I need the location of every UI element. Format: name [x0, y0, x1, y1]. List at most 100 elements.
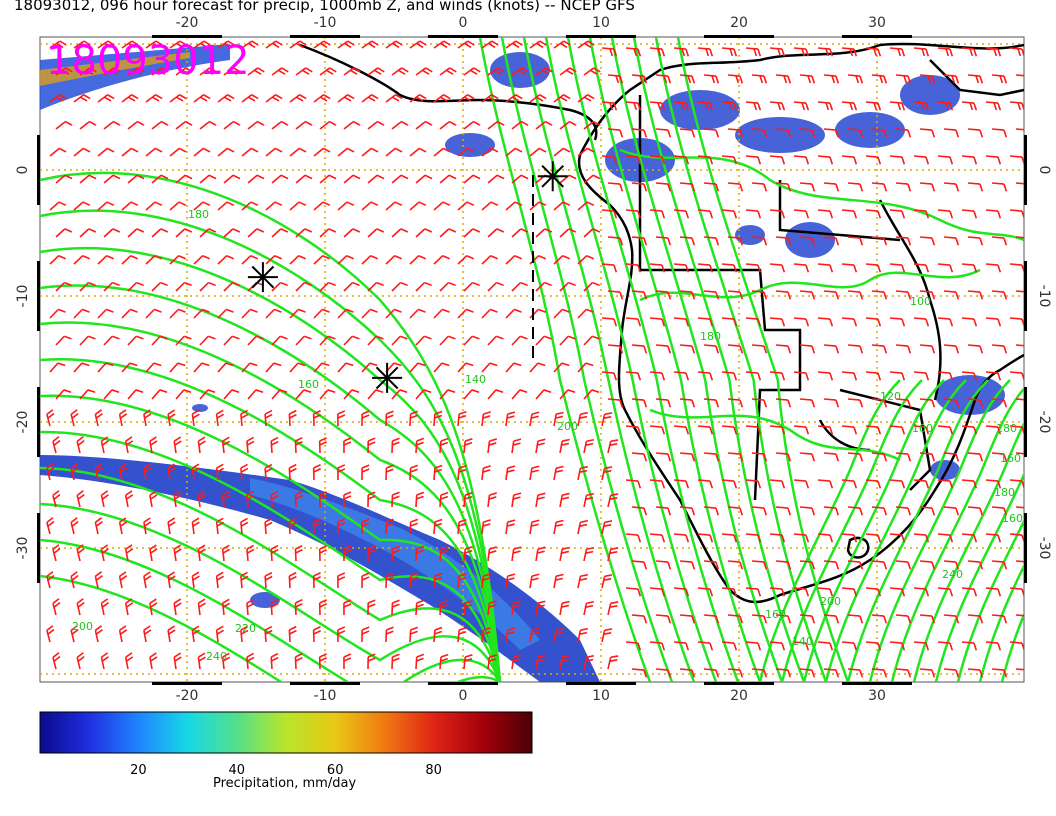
- wind-barb: [288, 463, 297, 481]
- wind-barb: [1009, 587, 1024, 597]
- wind-barb: [100, 436, 109, 454]
- lon-tick-label-bottom: -20: [176, 688, 199, 704]
- wind-barb: [649, 425, 666, 435]
- wind-barb: [511, 389, 528, 400]
- axis-tick-bar: [566, 682, 636, 685]
- wind-barb: [535, 120, 553, 130]
- wind-barb: [865, 155, 882, 165]
- wind-barb: [361, 464, 370, 481]
- wind-barb: [889, 101, 906, 111]
- wind-barb: [295, 174, 313, 184]
- wind-barb: [343, 437, 352, 454]
- wind-barb: [240, 571, 249, 589]
- wind-barb: [847, 182, 864, 192]
- wind-barb: [169, 254, 187, 265]
- wind-barb: [649, 479, 666, 489]
- wind-barb: [601, 101, 618, 111]
- wind-barb: [583, 228, 601, 238]
- axis-tick-bar: [428, 682, 498, 685]
- wind-barb: [889, 371, 906, 381]
- wind-barb: [169, 40, 187, 49]
- wind-barb: [127, 228, 145, 238]
- wind-barb: [199, 120, 217, 130]
- wind-barb: [343, 67, 361, 76]
- wind-barb: [679, 560, 696, 570]
- wind-barb: [967, 398, 984, 408]
- wind-barb: [751, 614, 768, 624]
- wind-barb: [631, 614, 648, 624]
- contour-line: [632, 37, 806, 682]
- wind-barb: [655, 74, 672, 84]
- axis-tick-bar: [37, 513, 40, 583]
- wind-barb: [433, 572, 443, 589]
- wind-barb: [289, 94, 307, 103]
- wind-barb: [439, 599, 449, 616]
- contour-line: [610, 37, 784, 682]
- wind-barb: [943, 614, 960, 624]
- wind-barb: [457, 308, 474, 319]
- wind-barb: [913, 533, 930, 543]
- wind-barb: [246, 436, 255, 454]
- wind-barb: [841, 317, 858, 327]
- wind-barb: [337, 572, 346, 589]
- wind-barb: [631, 128, 648, 138]
- wind-barb: [775, 290, 792, 300]
- wind-barb: [409, 410, 419, 427]
- wind-barb: [625, 587, 642, 597]
- wind-barb: [1015, 506, 1024, 509]
- wind-barb: [240, 517, 249, 535]
- wind-barb: [937, 317, 954, 327]
- wind-barb: [943, 398, 960, 408]
- wind-barb: [264, 463, 273, 481]
- wind-barb: [55, 228, 73, 238]
- wind-barb: [871, 344, 888, 354]
- wind-barb: [463, 335, 480, 346]
- wind-barb: [223, 67, 241, 76]
- wind-barb: [73, 94, 91, 103]
- wind-barb: [70, 571, 79, 589]
- wind-barb: [673, 155, 690, 165]
- wind-barb: [97, 147, 115, 157]
- contour-line: [639, 268, 981, 302]
- contour-label: 180: [188, 208, 209, 221]
- wind-barb: [703, 668, 720, 678]
- wind-barb: [889, 641, 906, 651]
- wind-barb: [1015, 668, 1024, 671]
- wind-barb: [967, 236, 984, 246]
- contour-label: 140: [792, 635, 813, 648]
- wind-barb: [937, 641, 954, 651]
- wind-barb: [70, 463, 79, 481]
- wind-barb: [73, 147, 91, 157]
- wind-barb: [337, 147, 355, 157]
- wind-barb: [775, 182, 792, 192]
- wind-barb: [223, 174, 241, 184]
- wind-barb: [457, 40, 475, 49]
- wind-barb: [361, 254, 379, 265]
- wind-barb: [193, 362, 210, 373]
- wind-barb: [46, 409, 55, 427]
- wind-barb: [559, 654, 570, 670]
- wind-barb: [79, 174, 97, 184]
- wind-barb: [721, 209, 738, 219]
- wind-barb: [76, 544, 85, 562]
- wind-barb: [337, 40, 355, 49]
- wind-barb: [679, 182, 696, 192]
- wind-barb: [601, 574, 613, 589]
- wind-barb: [655, 236, 672, 246]
- contour-line: [40, 321, 502, 682]
- wind-barb: [409, 308, 426, 319]
- wind-barb: [817, 317, 834, 327]
- map-title: 18093012, 096 hour forecast for precip, …: [14, 0, 635, 14]
- wind-barb: [199, 67, 217, 76]
- wind-barb: [703, 398, 720, 408]
- wind-barb: [991, 398, 1008, 408]
- wind-barb: [46, 625, 55, 643]
- wind-barb: [727, 236, 744, 246]
- wind-barb: [118, 463, 128, 481]
- contour-line: [40, 502, 502, 682]
- wind-barb: [535, 281, 552, 292]
- wind-barb: [799, 506, 816, 516]
- wind-barb: [439, 228, 457, 238]
- wind-barb: [583, 335, 600, 346]
- wind-barb: [799, 128, 816, 138]
